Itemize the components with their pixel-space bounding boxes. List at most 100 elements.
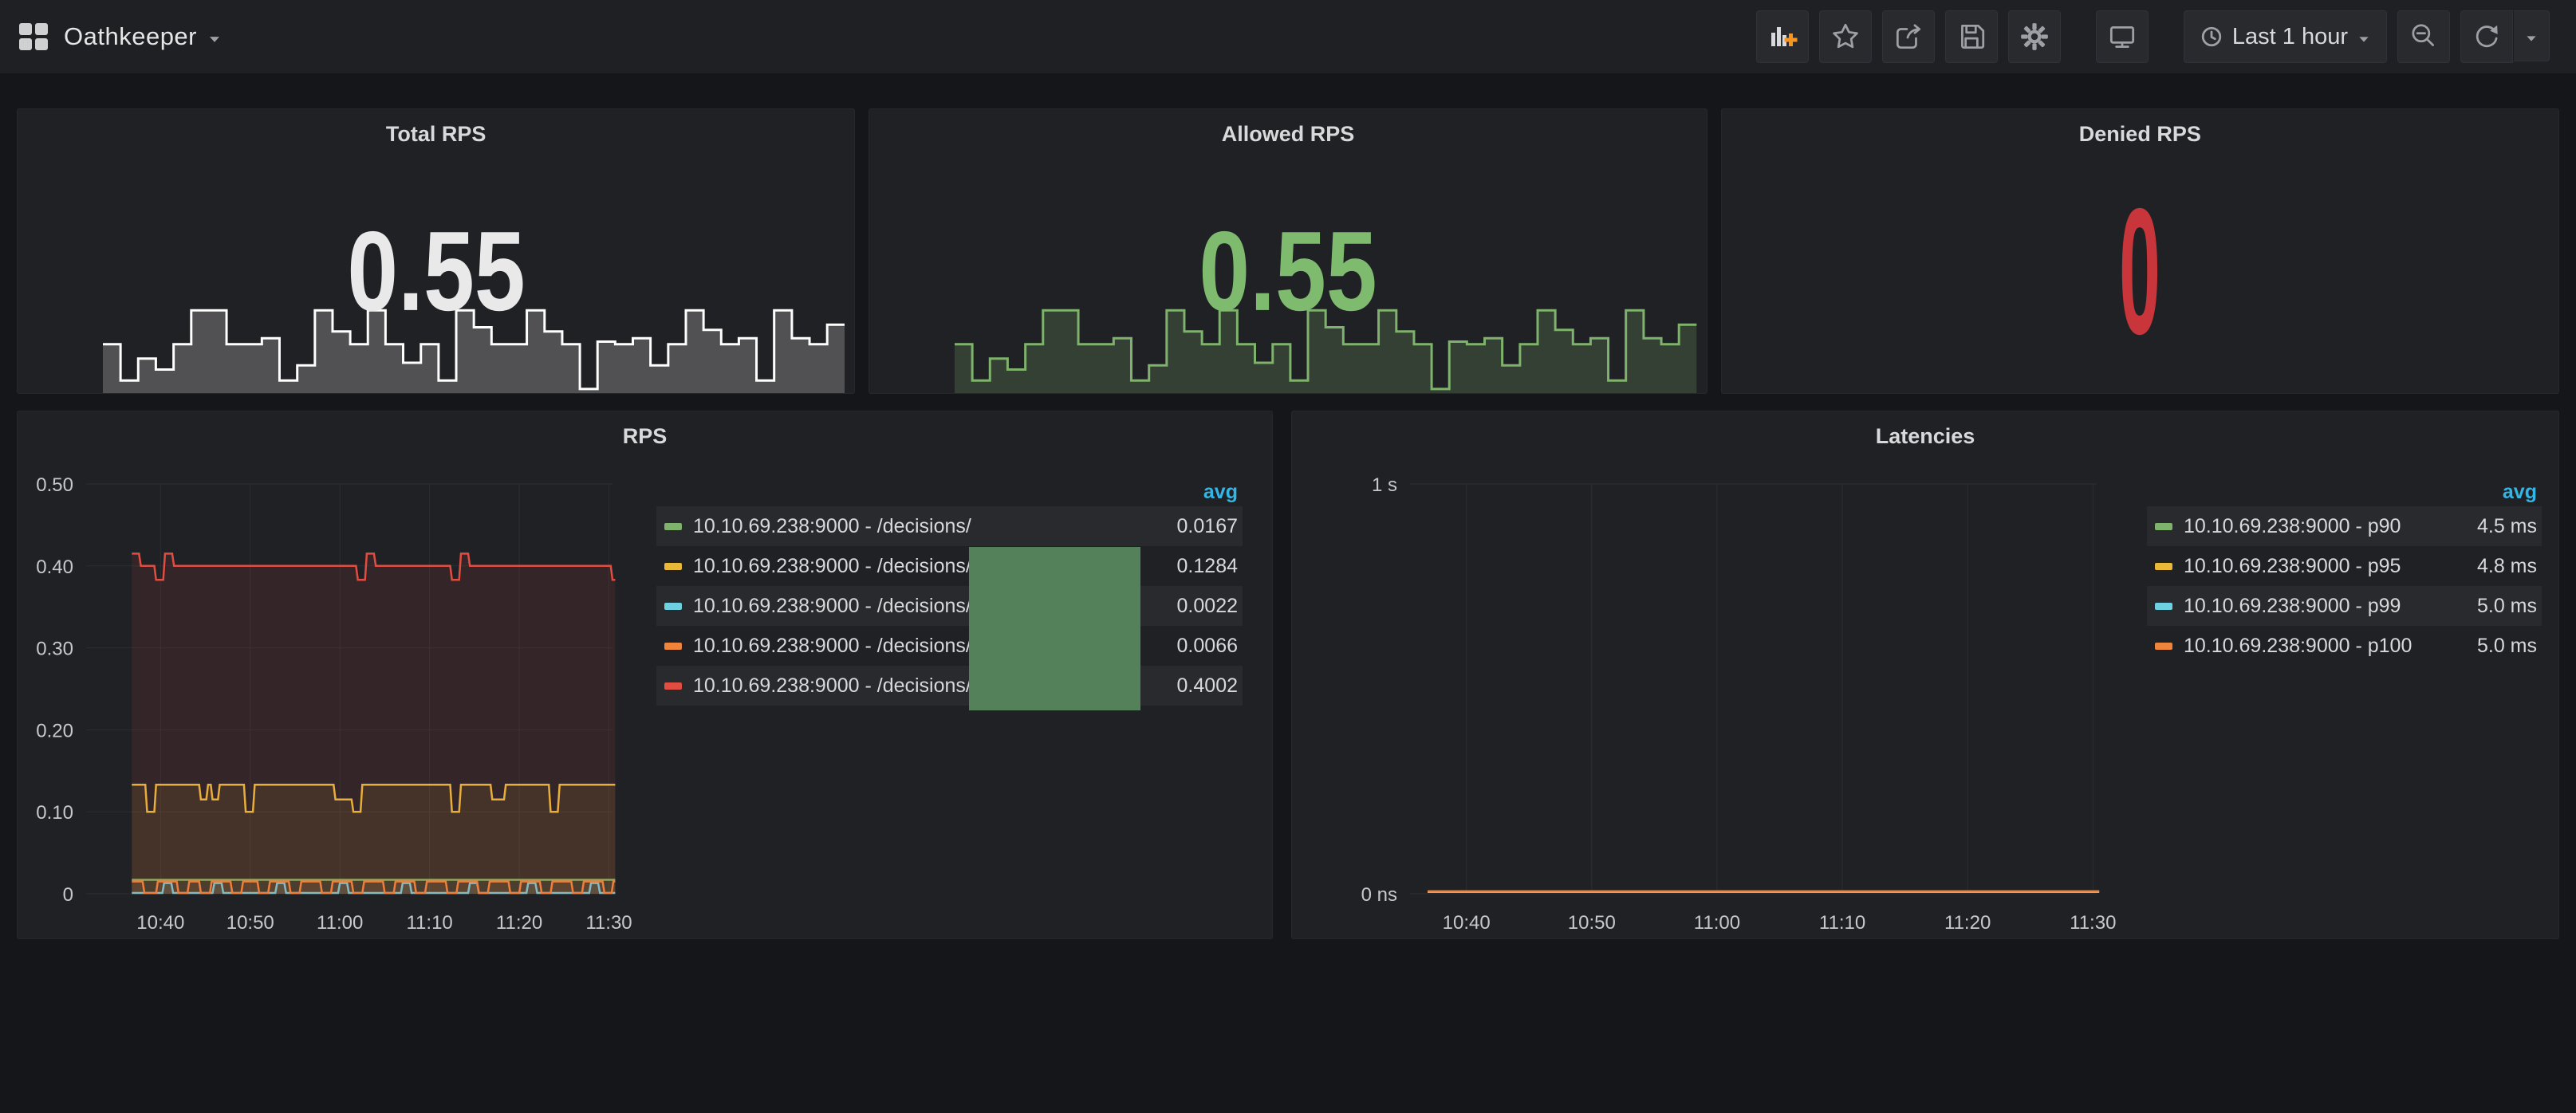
dashboard-grid: Total RPS 0.55 Allowed RPS 0.55 Denied R… <box>0 73 2576 939</box>
series-color-swatch[interactable] <box>2155 602 2172 610</box>
stats-row: Total RPS 0.55 Allowed RPS 0.55 Denied R… <box>17 108 2559 394</box>
legend-row[interactable]: 10.10.69.238:9000 - p95 4.8 ms <box>2147 546 2542 586</box>
save-button[interactable] <box>1944 10 1998 63</box>
x-tick-label: 11:00 <box>317 912 363 934</box>
legend-series-label[interactable]: 10.10.69.238:9000 - p99 <box>2184 594 2401 617</box>
legend-avg-header[interactable]: avg <box>2502 481 2537 503</box>
legend-row[interactable]: 10.10.69.238:9000 - /decisions/0.0167 <box>656 506 1243 546</box>
zoom-out-button[interactable] <box>2397 10 2450 63</box>
caret-down-icon <box>210 36 219 42</box>
series-color-swatch[interactable] <box>664 642 682 650</box>
legend-avg-value: 0.4002 <box>1176 674 1238 697</box>
rps-legend: avg 10.10.69.238:9000 - /decisions/0.0167… <box>656 481 1243 706</box>
dashboard-title: Oathkeeper <box>64 22 197 50</box>
series-color-swatch[interactable] <box>664 602 682 610</box>
latencies-legend: avg 10.10.69.238:9000 - p90 4.5 ms 10.10.69… <box>2147 481 2542 666</box>
gear-icon <box>2021 23 2048 50</box>
legend-series-label[interactable]: 10.10.69.238:9000 - p90 <box>2184 514 2401 537</box>
x-tick-label: 10:40 <box>136 912 184 934</box>
stat-value: 0 <box>2119 170 2161 372</box>
series-line <box>132 882 616 895</box>
stat-sparkline <box>103 302 845 393</box>
series-line <box>132 553 616 581</box>
time-range-picker[interactable]: Last 1 hour <box>2183 10 2387 63</box>
series-color-swatch[interactable] <box>664 522 682 530</box>
legend-row[interactable]: 10.10.69.238:9000 - /decisions/0.0022 <box>656 586 1243 626</box>
settings-button[interactable] <box>2007 10 2061 63</box>
legend-avg-value: 0.0022 <box>1176 594 1238 617</box>
legend-series-label[interactable]: 10.10.69.238:9000 - /decisions/ <box>693 554 971 577</box>
x-tick-label: 10:50 <box>1568 912 1616 934</box>
legend-series-label[interactable]: 10.10.69.238:9000 - p100 <box>2184 634 2413 657</box>
grid-square <box>35 38 48 50</box>
legend-avg-value: 0.0167 <box>1176 514 1238 537</box>
y-tick-label: 0.30 <box>36 639 73 660</box>
graphs-row: RPS 0.50 0.40 0.30 0.20 0.10 0 10:40 10:50 11:00… <box>17 411 2559 939</box>
add-panel-button[interactable] <box>1755 10 1809 63</box>
stat-panel-denied-rps: Denied RPS 0 <box>1720 108 2559 394</box>
star-icon <box>1833 23 1858 49</box>
refresh-icon <box>2476 25 2498 48</box>
legend-avg-value: 0.0066 <box>1176 634 1238 657</box>
x-tick-label: 11:30 <box>585 912 632 934</box>
cycle-view-mode-button[interactable] <box>2095 10 2149 63</box>
legend-series-label[interactable]: 10.10.69.238:9000 - /decisions/ <box>693 594 971 617</box>
y-tick-label: 0.40 <box>36 556 73 578</box>
y-tick-label: 0.20 <box>36 720 73 741</box>
panel-title[interactable]: Denied RPS <box>2078 122 2201 146</box>
time-range-label: Last 1 hour <box>2231 23 2348 49</box>
legend-series-label[interactable]: 10.10.69.238:9000 - p95 <box>2184 554 2401 577</box>
save-icon <box>1960 24 1984 49</box>
legend-row[interactable]: 10.10.69.238:9000 - p99 5.0 ms <box>2147 586 2542 626</box>
y-tick-label: 0 ns <box>1361 884 1397 906</box>
legend-row[interactable]: 10.10.69.238:9000 - /decisions/0.0066 <box>656 626 1243 666</box>
series-color-swatch[interactable] <box>2155 562 2172 570</box>
legend-avg-value: 0.1284 <box>1176 554 1238 577</box>
green-overlay-box <box>969 547 1140 710</box>
legend-series-label[interactable]: 10.10.69.238:9000 - /decisions/ <box>693 514 971 537</box>
refresh-button[interactable] <box>2460 10 2513 63</box>
stat-value: 0.55 <box>1199 207 1377 335</box>
series-color-swatch[interactable] <box>2155 522 2172 530</box>
legend-series-label[interactable]: 10.10.69.238:9000 - /decisions/ <box>693 634 971 657</box>
legend-series-label[interactable]: 10.10.69.238:9000 - /decisions/ <box>693 674 971 697</box>
panel-title[interactable]: RPS <box>622 424 668 448</box>
stat-value: 0.55 <box>346 207 526 335</box>
legend-row[interactable]: 10.10.69.238:9000 - /decisions/0.1284 <box>656 546 1243 586</box>
series-line <box>132 784 616 813</box>
stat-panel-allowed-rps: Allowed RPS 0.55 <box>869 108 1707 394</box>
y-tick-label: 0.10 <box>36 802 73 824</box>
legend-row[interactable]: 10.10.69.238:9000 - p100 5.0 ms <box>2147 626 2542 666</box>
rps-chart-plot[interactable]: 0.50 0.40 0.30 0.20 0.10 0 10:40 10:50 11:00 11:1… <box>18 459 632 938</box>
graph-panel-rps: RPS 0.50 0.40 0.30 0.20 0.10 0 10:40 10:50 11:00… <box>17 411 1273 939</box>
panel-title[interactable]: Allowed RPS <box>1221 122 1355 146</box>
x-tick-label: 10:40 <box>1443 912 1491 934</box>
y-tick-label: 0 <box>63 884 73 906</box>
x-tick-label: 11:10 <box>1819 912 1865 934</box>
dashboard-title-dropdown[interactable]: Oathkeeper <box>64 22 221 51</box>
share-button[interactable] <box>1881 10 1935 63</box>
latencies-chart-plot[interactable]: 1 s 0 ns 10:40 10:50 11:00 11:10 11:20 11:30 <box>1292 459 2121 938</box>
legend-row[interactable]: 10.10.69.238:9000 - p90 4.5 ms <box>2147 506 2542 546</box>
legend-avg-value: 5.0 ms <box>2476 594 2537 617</box>
refresh-interval-dropdown[interactable] <box>2513 10 2550 61</box>
clock-icon <box>2201 26 2222 47</box>
apps-grid-icon[interactable] <box>19 23 48 50</box>
legend-avg-header[interactable]: avg <box>1203 481 1238 503</box>
series-color-swatch[interactable] <box>664 682 682 690</box>
grid-square <box>19 23 32 35</box>
y-tick-label: 0.50 <box>36 474 73 496</box>
series-line <box>132 880 616 895</box>
star-button[interactable] <box>1818 10 1872 63</box>
panel-title[interactable]: Latencies <box>1875 424 1975 448</box>
x-tick-label: 11:00 <box>1694 912 1740 934</box>
grid-square <box>35 23 48 35</box>
panel-title[interactable]: Total RPS <box>385 122 486 146</box>
x-tick-label: 10:50 <box>226 912 274 934</box>
graph-panel-latencies: Latencies 1 s 0 ns 10:40 10:50 11:00 11:10 11:… <box>1291 411 2559 939</box>
y-tick-label: 1 s <box>1372 474 1397 496</box>
legend-row[interactable]: 10.10.69.238:9000 - /decisions/0.4002 <box>656 666 1243 706</box>
series-color-swatch[interactable] <box>664 562 682 570</box>
series-color-swatch[interactable] <box>2155 642 2172 650</box>
stat-panel-total-rps: Total RPS 0.55 <box>17 108 856 394</box>
